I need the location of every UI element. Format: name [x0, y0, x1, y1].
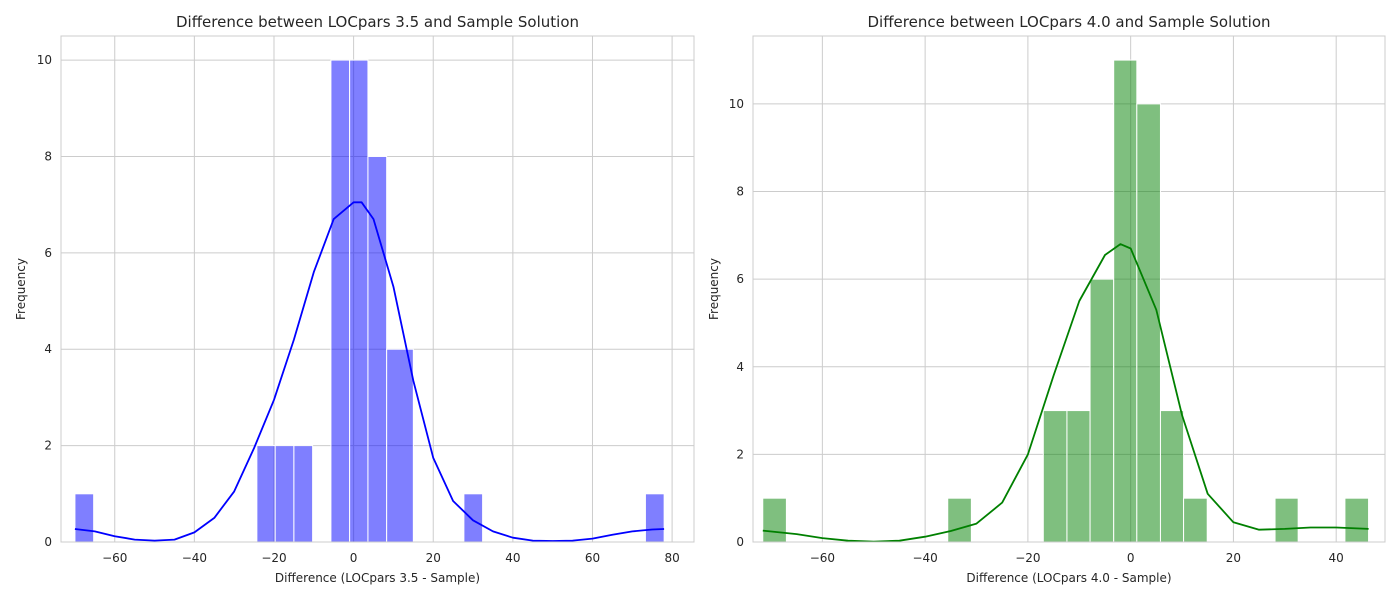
histogram-bar [1136, 103, 1161, 543]
histogram-bar [1066, 410, 1091, 543]
x-tick-label: 0 [350, 551, 358, 565]
chart-left-title: Difference between LOCpars 3.5 and Sampl… [176, 13, 579, 31]
histogram-bar [1274, 497, 1299, 543]
chart-right-ylabel: Frequency [707, 258, 721, 320]
histogram-bar [330, 59, 351, 543]
x-tick-label: 60 [585, 551, 600, 565]
histogram-bar [762, 497, 787, 543]
y-tick-label: 4 [44, 342, 52, 356]
x-tick-label: 40 [505, 551, 520, 565]
y-tick-label: 4 [736, 360, 744, 374]
chart-right: Difference between LOCpars 4.0 and Sampl… [707, 13, 1386, 585]
x-tick-label: −60 [102, 551, 127, 565]
y-tick-label: 6 [736, 272, 744, 286]
histogram-bar [1344, 497, 1370, 543]
histogram-bar [293, 445, 314, 543]
y-tick-label: 8 [44, 149, 52, 163]
x-tick-label: −40 [182, 551, 207, 565]
x-tick-label: −40 [912, 551, 937, 565]
y-tick-label: 2 [44, 439, 52, 453]
x-tick-label: 20 [426, 551, 441, 565]
y-tick-label: 0 [736, 535, 744, 549]
histogram-bar [1113, 59, 1138, 543]
y-tick-label: 6 [44, 246, 52, 260]
plot-frame [752, 35, 1386, 543]
chart-left-xlabel: Difference (LOCpars 3.5 - Sample) [275, 571, 480, 585]
histogram-bar [386, 348, 414, 543]
x-tick-label: 20 [1226, 551, 1241, 565]
kde-line [74, 201, 665, 542]
histogram-bar [1183, 497, 1208, 543]
y-tick-label: 10 [37, 53, 52, 67]
y-tick-label: 0 [44, 535, 52, 549]
x-tick-label: −60 [810, 551, 835, 565]
chart-right-xlabel: Difference (LOCpars 4.0 - Sample) [966, 571, 1171, 585]
histogram-bar [256, 445, 276, 543]
histogram-bar [274, 445, 295, 543]
chart-right-title: Difference between LOCpars 4.0 and Sampl… [867, 13, 1270, 31]
x-tick-label: −20 [261, 551, 286, 565]
chart-left-ylabel: Frequency [14, 258, 28, 320]
histogram-bar [463, 493, 484, 543]
histogram-bar [349, 59, 369, 543]
x-tick-label: 0 [1127, 551, 1135, 565]
histogram-bar [74, 493, 95, 543]
histogram-bar [1089, 278, 1115, 543]
histogram-bar [947, 497, 972, 543]
chart-right-plot-area: −60 −40 −20 0 20 40 0 2 4 6 8 10 [729, 35, 1386, 565]
histogram-bar [1159, 410, 1185, 543]
plot-frame [60, 35, 695, 543]
y-tick-label: 10 [729, 97, 744, 111]
histogram-bar [1042, 410, 1068, 543]
x-tick-label: 80 [664, 551, 679, 565]
x-tick-label: −20 [1015, 551, 1040, 565]
chart-left-plot-area: −60 −40 −20 0 20 40 60 80 0 2 4 6 8 10 [37, 35, 695, 565]
y-tick-label: 2 [736, 447, 744, 461]
y-tick-label: 8 [736, 185, 744, 199]
x-tick-label: 40 [1329, 551, 1344, 565]
chart-left: Difference between LOCpars 3.5 and Sampl… [14, 13, 695, 585]
histogram-bar [644, 493, 665, 543]
